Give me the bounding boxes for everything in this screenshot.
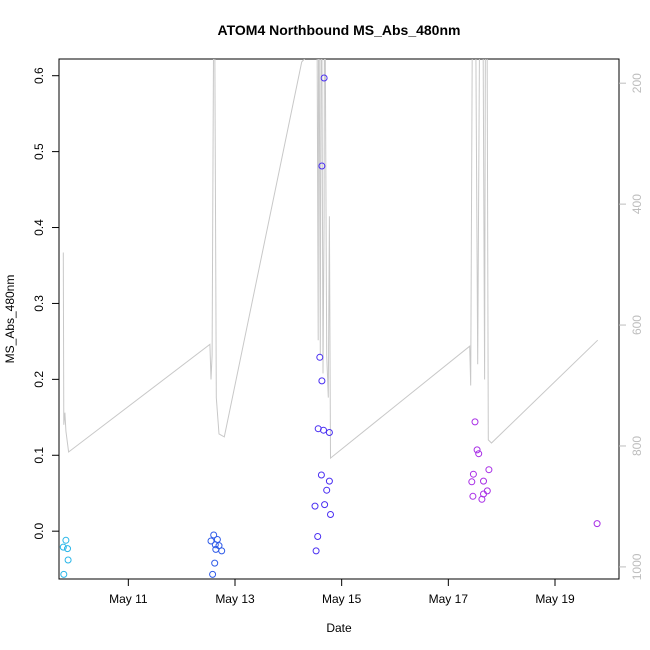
x-tick-label: May 19	[535, 592, 575, 606]
plot-frame	[58, 58, 620, 580]
data-point	[480, 477, 487, 485]
chart-title: ATOM4 Northbound MS_Abs_480nm	[218, 22, 461, 38]
data-point	[209, 570, 217, 578]
data-point	[321, 501, 329, 509]
data-point	[320, 426, 327, 434]
data-point	[64, 545, 71, 553]
y-tick-label: 0.1	[32, 447, 46, 464]
y-tick-label: 0.3	[32, 295, 46, 312]
y-axis-label: MS_Abs_480nm	[3, 275, 17, 364]
data-point	[320, 74, 328, 82]
x-tick-label: May 15	[322, 592, 362, 606]
data-point	[473, 446, 481, 454]
data-point	[317, 471, 325, 479]
data-point	[211, 559, 219, 567]
data-point	[323, 486, 331, 494]
data-point	[318, 162, 326, 170]
data-point	[60, 570, 68, 578]
data-point	[468, 478, 476, 486]
x-axis-label: Date	[326, 621, 352, 635]
data-point	[318, 377, 326, 385]
data-point	[210, 531, 218, 539]
data-point	[483, 487, 491, 495]
x-tick-label: May 11	[109, 592, 148, 606]
depth-tick-label: 400	[630, 194, 644, 214]
y-tick-label: 0.4	[32, 219, 46, 236]
data-point	[316, 353, 324, 361]
depth-tick-label: 200	[630, 73, 644, 93]
depth-tick-label: 1000	[630, 553, 644, 580]
data-point	[475, 450, 483, 458]
data-point	[312, 547, 320, 555]
x-tick-label: May 17	[429, 592, 469, 606]
data-point	[485, 466, 493, 474]
y-tick-label: 0.5	[32, 143, 46, 160]
data-point	[211, 541, 219, 549]
data-point	[478, 495, 486, 503]
x-tick-label: May 13	[215, 592, 255, 606]
data-point	[59, 543, 67, 551]
y-tick-label: 0.6	[32, 67, 46, 84]
data-point	[314, 533, 322, 540]
depth-tick-label: 600	[630, 315, 644, 335]
data-point	[64, 556, 72, 564]
data-point	[471, 418, 479, 426]
axes-layer: May 11 May 13 May 15 May 17 May 19 0.0 0.1 0.2 0…	[32, 67, 644, 606]
data-point	[207, 537, 215, 545]
points-layer	[59, 74, 601, 578]
data-point	[311, 502, 319, 510]
data-point	[218, 547, 226, 555]
data-point	[469, 470, 477, 478]
y-tick-label: 0.2	[32, 371, 46, 388]
data-point	[62, 536, 70, 544]
data-point	[325, 429, 333, 436]
data-point	[593, 520, 601, 528]
data-point	[325, 477, 333, 485]
data-point	[469, 492, 477, 500]
depth-line	[62, 59, 599, 460]
depth-tick-label: 800	[630, 436, 644, 456]
y-tick-label: 0.0	[32, 523, 46, 540]
depth-line-layer	[62, 59, 599, 460]
data-point	[327, 511, 334, 518]
